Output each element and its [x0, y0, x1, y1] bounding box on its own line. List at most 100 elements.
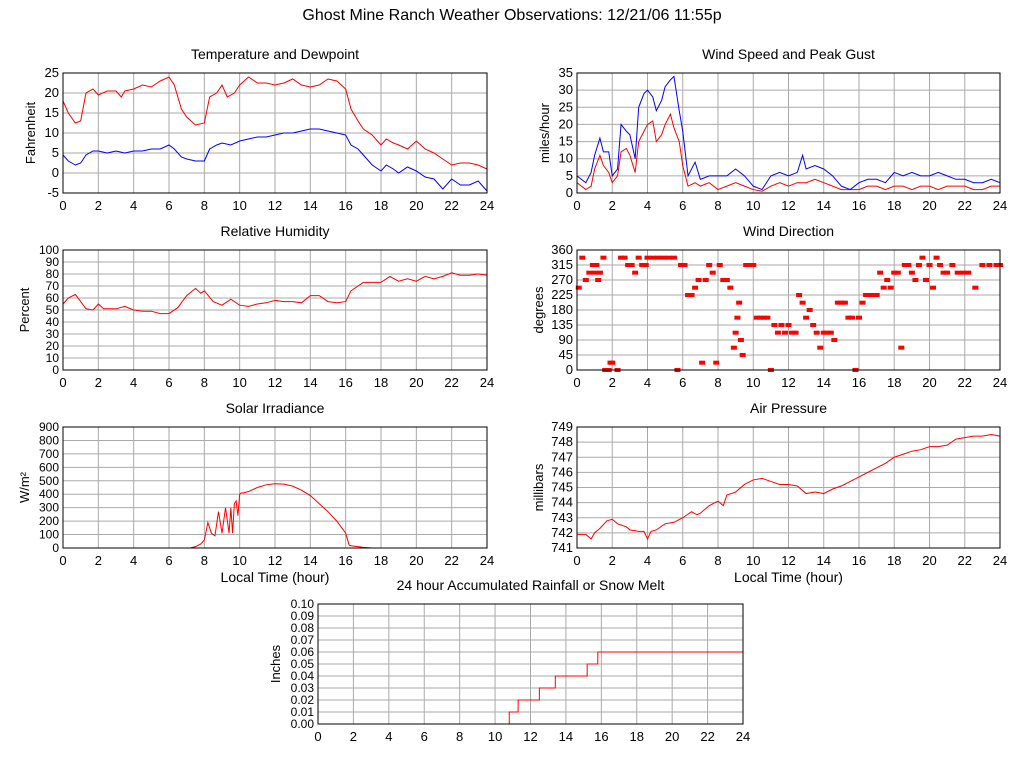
x-tick-label: 4	[644, 375, 651, 390]
data-point	[799, 300, 806, 305]
data-point	[827, 330, 834, 335]
data-point	[813, 330, 820, 335]
x-tick-label: 10	[746, 198, 760, 213]
x-tick-label: 8	[714, 553, 721, 568]
x-tick-label: 24	[736, 729, 750, 744]
x-tick-label: 22	[958, 375, 972, 390]
data-point	[986, 263, 993, 267]
x-tick-label: 0	[573, 553, 580, 568]
y-tick-label: 0.06	[291, 645, 315, 659]
data-point	[639, 263, 646, 267]
x-tick-label: 16	[338, 553, 352, 568]
y-tick-label: 741	[551, 540, 573, 555]
y-axis-label: miles/hour	[537, 102, 552, 163]
y-tick-label: 45	[559, 347, 573, 362]
x-tick-label: 12	[781, 375, 795, 390]
data-point	[625, 263, 632, 267]
x-tick-label: 18	[374, 553, 388, 568]
data-point	[750, 263, 757, 267]
x-tick-label: 10	[746, 375, 760, 390]
x-tick-label: 8	[201, 198, 208, 213]
data-point	[781, 330, 788, 335]
data-point	[734, 315, 741, 320]
data-point	[785, 323, 792, 327]
data-point	[649, 255, 656, 260]
data-point	[915, 263, 922, 267]
plot-frame	[62, 72, 488, 194]
series-line-solar-irradiance	[63, 483, 487, 549]
y-axis-label: W/m²	[17, 471, 32, 503]
data-point	[979, 263, 986, 267]
chart-title: Relative Humidity	[221, 223, 330, 239]
x-tick-label: 2	[609, 375, 616, 390]
data-point	[831, 338, 838, 342]
x-tick-label: 16	[852, 375, 866, 390]
data-point	[901, 263, 908, 267]
x-tick-label: 12	[268, 198, 282, 213]
x-axis-label: Local Time (hour)	[221, 569, 330, 585]
data-point	[575, 285, 582, 290]
series-line-dewpoint	[62, 128, 488, 192]
y-tick-label: 100	[39, 243, 59, 257]
x-tick-label: 2	[95, 553, 102, 568]
data-point	[635, 255, 642, 260]
x-tick-label: 18	[374, 198, 388, 213]
data-point	[596, 270, 603, 275]
data-point	[873, 293, 880, 297]
x-tick-label: 22	[444, 375, 458, 390]
y-tick-label: 0.07	[291, 633, 315, 647]
y-axis-label: degrees	[531, 286, 546, 333]
data-point	[887, 285, 894, 290]
y-tick-label: 0.04	[291, 669, 315, 683]
chart-title: Wind Speed and Peak Gust	[702, 46, 875, 62]
x-tick-label: 22	[444, 553, 458, 568]
data-point	[908, 270, 915, 275]
y-tick-label: 180	[551, 302, 573, 317]
x-tick-label: 4	[385, 729, 392, 744]
x-tick-label: 4	[644, 553, 651, 568]
data-point	[792, 330, 799, 335]
x-tick-label: 10	[232, 198, 246, 213]
y-tick-label: 0.10	[291, 597, 315, 611]
plot-frame	[62, 426, 488, 549]
x-tick-label: 0	[314, 729, 321, 744]
y-tick-label: -5	[47, 185, 59, 200]
x-tick-label: 24	[993, 198, 1007, 213]
data-point	[685, 293, 692, 297]
chart-rainfall: 24 hour Accumulated Rainfall or Snow Mel…	[268, 577, 750, 744]
x-tick-label: 16	[338, 375, 352, 390]
data-point	[727, 285, 734, 290]
x-tick-label: 16	[594, 729, 608, 744]
data-point	[774, 330, 781, 335]
data-point	[863, 293, 870, 297]
chart-title: Wind Direction	[743, 223, 834, 239]
y-tick-label: 20	[559, 116, 573, 131]
data-point	[965, 270, 972, 275]
x-tick-label: 18	[887, 553, 901, 568]
y-tick-label: 90	[559, 332, 573, 347]
x-tick-label: 18	[887, 375, 901, 390]
y-tick-label: 747	[551, 449, 573, 464]
page-title: Ghost Mine Ranch Weather Observations: 1…	[302, 7, 722, 24]
data-point	[621, 255, 628, 260]
chart-title: Solar Irradiance	[226, 400, 325, 416]
y-tick-label: 90	[46, 255, 60, 269]
data-point	[933, 255, 940, 260]
data-point	[856, 315, 862, 320]
data-point	[595, 278, 602, 282]
data-point	[972, 285, 979, 290]
data-point	[739, 353, 746, 357]
x-tick-label: 16	[338, 198, 352, 213]
x-tick-label: 10	[232, 375, 246, 390]
data-point	[926, 263, 933, 267]
x-tick-label: 20	[409, 375, 423, 390]
y-tick-label: 500	[39, 474, 59, 488]
y-axis-label: Fahrenheit	[23, 102, 38, 165]
y-tick-label: 0.01	[291, 705, 315, 719]
x-tick-label: 4	[130, 198, 137, 213]
data-point	[796, 293, 803, 297]
